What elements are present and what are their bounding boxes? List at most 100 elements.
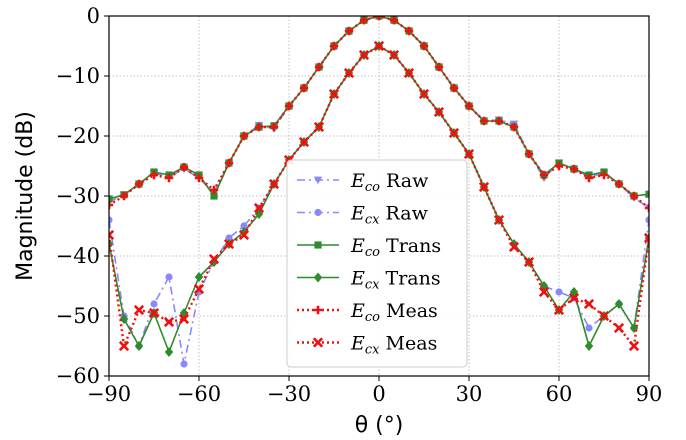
data-point — [374, 16, 384, 21]
data-point — [299, 83, 309, 93]
data-point — [194, 173, 204, 183]
series-layer — [109, 16, 649, 368]
data-point — [419, 41, 429, 51]
data-point — [464, 101, 474, 111]
data-point — [554, 161, 564, 171]
legend-item: Eco Trans — [297, 235, 441, 260]
x-tick-label: −30 — [267, 382, 311, 406]
data-point — [163, 316, 175, 328]
data-point — [119, 313, 129, 325]
data-point — [133, 304, 145, 316]
data-point — [149, 170, 159, 180]
legend-item: Ecx Trans — [297, 268, 441, 293]
data-point — [449, 83, 459, 93]
data-point — [614, 298, 624, 310]
data-point — [238, 229, 250, 241]
data-point — [225, 234, 233, 242]
data-point — [538, 286, 550, 298]
data-point — [524, 149, 534, 159]
data-point — [344, 26, 354, 36]
data-point — [223, 238, 235, 250]
data-point — [109, 200, 114, 210]
data-point — [210, 192, 218, 200]
data-point — [448, 127, 460, 139]
data-point — [148, 307, 160, 319]
legend: Eco Raw Ecx Raw Eco Trans Ecx Trans Eco Meas… — [286, 159, 468, 368]
data-point — [643, 232, 649, 244]
data-point — [569, 164, 579, 174]
legend-label: Eco Raw — [350, 170, 429, 195]
data-point — [584, 340, 594, 352]
data-point — [584, 173, 594, 183]
y-tick-label: −60 — [56, 364, 100, 388]
data-point — [284, 101, 294, 111]
data-point — [165, 273, 173, 281]
data-point — [599, 170, 609, 180]
legend-label: Ecx Raw — [350, 203, 429, 228]
data-point — [134, 179, 144, 189]
data-point — [555, 288, 563, 296]
data-point — [209, 256, 219, 268]
data-point — [109, 229, 115, 241]
series-5 — [109, 40, 649, 352]
data-point — [585, 324, 593, 332]
data-point — [479, 116, 489, 126]
data-point — [614, 179, 624, 189]
data-point — [109, 216, 113, 224]
data-point — [239, 226, 249, 238]
data-point — [254, 122, 264, 132]
data-point — [194, 271, 204, 283]
legend-label: Eco Trans — [350, 235, 441, 260]
data-point — [164, 173, 174, 183]
data-point — [328, 88, 340, 100]
data-point — [553, 304, 565, 316]
data-point — [118, 340, 130, 352]
data-point — [478, 181, 490, 193]
data-point — [645, 190, 649, 198]
x-axis-title: θ (°) — [355, 413, 404, 438]
data-point — [109, 195, 113, 203]
data-point — [539, 170, 549, 180]
data-point — [389, 16, 399, 25]
data-point — [418, 88, 430, 100]
data-point — [253, 202, 265, 214]
legend-item: Ecx Raw — [297, 203, 429, 228]
x-tick-label: 0 — [372, 382, 385, 406]
y-tick-label: −40 — [56, 244, 100, 268]
y-tick-label: −30 — [56, 184, 100, 208]
data-point — [193, 283, 205, 295]
data-point — [358, 49, 370, 61]
data-point — [644, 203, 649, 213]
data-point — [343, 67, 355, 79]
data-point — [523, 256, 535, 268]
legend-box — [286, 159, 468, 368]
legend-marker — [314, 241, 322, 249]
data-point — [404, 26, 414, 36]
legend-label: Ecx Meas — [350, 333, 437, 358]
data-point — [508, 241, 520, 253]
data-point — [240, 222, 248, 230]
data-point — [224, 158, 234, 168]
data-point — [209, 185, 219, 195]
data-point — [269, 122, 279, 132]
y-tick-label: 0 — [87, 4, 100, 28]
legend-item: Eco Raw — [297, 170, 429, 195]
legend-marker — [314, 208, 322, 217]
x-tick-label: −60 — [177, 382, 221, 406]
data-point — [433, 106, 445, 118]
legend-label: Ecx Trans — [350, 268, 441, 293]
data-point — [313, 121, 325, 133]
data-point — [268, 178, 280, 190]
legend-label: Eco Meas — [350, 300, 438, 325]
x-tick-label: 30 — [456, 382, 483, 406]
x-tick-label: 90 — [636, 382, 663, 406]
data-point — [494, 116, 504, 126]
data-point — [179, 163, 189, 172]
legend-marker — [313, 272, 323, 283]
data-point — [493, 214, 505, 226]
y-tick-label: −20 — [56, 124, 100, 148]
data-point — [298, 136, 310, 148]
data-point — [180, 360, 188, 368]
y-tick-label: −10 — [56, 64, 100, 88]
